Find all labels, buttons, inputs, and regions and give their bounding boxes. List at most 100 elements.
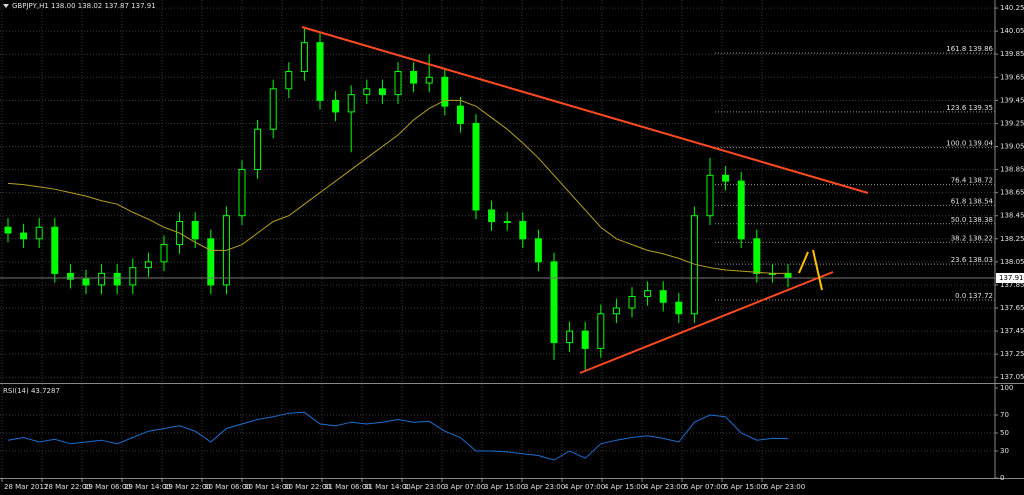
arrow-down (812, 249, 823, 291)
symbol-icon (3, 4, 9, 8)
x-tick-label: 29 Mar 14:00 (124, 483, 171, 491)
grid (0, 0, 995, 478)
x-tick-label: 4 Apr 15:00 (604, 483, 645, 491)
y-tick-label: 137.65 (1000, 304, 1024, 312)
last-price-label: 137.91 (999, 274, 1024, 282)
candle-body (35, 226, 43, 240)
candle-body (82, 278, 90, 286)
y-tick-label: 137.25 (1000, 350, 1024, 358)
candle-body (332, 99, 340, 113)
fib-label: 123.6 139.35 (946, 104, 993, 112)
plot-area: 161.8 139.86 123.6 139.35 100.0 139.04 76.4… (0, 27, 995, 461)
candle-body (4, 226, 12, 234)
candle-body (160, 244, 168, 263)
y-tick-label: 137.85 (1000, 281, 1024, 289)
y-tick-label: 139.45 (1000, 96, 1024, 104)
candle-body (566, 330, 574, 344)
candle-body (628, 295, 636, 309)
candle-body (519, 220, 527, 240)
candle-body (753, 238, 761, 274)
y-tick-label: 140.05 (1000, 27, 1024, 35)
x-tick-label: 5 Apr 15:00 (724, 483, 765, 491)
candle-body (238, 169, 246, 217)
candle-body (456, 105, 464, 124)
candle-body (737, 180, 745, 240)
candle-body (784, 272, 792, 279)
candle-body (675, 301, 683, 315)
x-tick-label: 30 Mar 22:00 (284, 483, 331, 491)
candle-body (581, 330, 589, 349)
candle-body (98, 272, 106, 286)
rsi-tick-label: 50 (1000, 429, 1009, 437)
x-tick-label: 5 Apr 23:00 (764, 483, 805, 491)
candle-body (316, 42, 324, 101)
candle-body (441, 76, 449, 107)
candle-body (254, 128, 262, 171)
candle-body (534, 238, 542, 263)
candle-body (207, 238, 215, 286)
x-tick-label: 28 Mar 2017 (4, 483, 48, 491)
rsi-title: RSI(14) 43.7287 (3, 387, 60, 395)
x-tick-label: 3 Apr 07:00 (444, 483, 485, 491)
rsi-tick-label: 70 (1000, 411, 1009, 419)
fib-label: 100.0 139.04 (946, 140, 993, 148)
candle-body (550, 261, 558, 344)
x-tick-label: 28 Mar 22:00 (44, 483, 91, 491)
x-tick-label: 29 Mar 06:00 (84, 483, 131, 491)
rsi-tick-label: 30 (1000, 447, 1009, 455)
y-tick-label: 140.25 (1000, 4, 1024, 12)
x-tick-label: 3 Apr 15:00 (484, 483, 525, 491)
candle-body (488, 209, 496, 222)
candle-body (659, 290, 667, 303)
y-tick-label: 139.65 (1000, 73, 1024, 81)
fib-label: 76.4 138.72 (951, 177, 993, 185)
candle-body (20, 232, 28, 240)
moving-average (7, 99, 788, 274)
x-tick-label: 2 Apr 23:00 (404, 483, 445, 491)
candle-body (191, 220, 199, 240)
x-tick-label: 3 Apr 23:00 (524, 483, 565, 491)
candle-body (363, 88, 371, 96)
chart-title: GBPJPY,H1 138.00 138.02 137.87 137.91 (12, 2, 156, 10)
rsi-tick-label: 0 (1000, 474, 1004, 482)
trend-line-upper (301, 26, 869, 194)
candle-body (347, 94, 355, 113)
candle-body (285, 71, 293, 90)
x-tick-label: 31 Mar 06:00 (324, 483, 371, 491)
candle-body (706, 174, 714, 217)
candle-body (394, 71, 402, 96)
y-tick-label: 138.05 (1000, 258, 1024, 266)
y-tick-label: 138.45 (1000, 212, 1024, 220)
candle-body (269, 88, 277, 130)
x-tick-label: 4 Apr 07:00 (564, 483, 605, 491)
x-tick-label: 30 Mar 14:00 (244, 483, 291, 491)
candle-body (144, 261, 152, 269)
y-tick-label: 138.85 (1000, 166, 1024, 174)
y-tick-label: 138.65 (1000, 189, 1024, 197)
candle-body (597, 313, 605, 349)
candle-body (722, 174, 730, 182)
candle-body (51, 226, 59, 274)
candle-body (612, 307, 620, 315)
y-tick-label: 139.05 (1000, 143, 1024, 151)
x-tick-label: 30 Mar 06:00 (204, 483, 251, 491)
y-tick-label: 138.25 (1000, 235, 1024, 243)
rsi-line (7, 411, 789, 461)
candle-body (425, 76, 433, 84)
candle-body (410, 71, 418, 84)
fib-label: 50.0 138.38 (951, 216, 993, 224)
trend-line-lower (579, 271, 834, 374)
y-tick-label: 137.45 (1000, 327, 1024, 335)
y-tick-label: 139.25 (1000, 119, 1024, 127)
fib-label: 38.2 138.22 (951, 234, 993, 242)
arrow-up (798, 251, 809, 274)
candle-body (129, 267, 137, 286)
fib-label: 23.6 138.03 (951, 256, 993, 264)
fib-label: 0.0 137.72 (955, 292, 993, 300)
candle-body (113, 272, 121, 286)
fib-label: 61.8 138.54 (951, 197, 994, 205)
candle-body (378, 88, 386, 96)
x-tick-label: 4 Apr 23:00 (644, 483, 685, 491)
candle-body (472, 122, 480, 211)
